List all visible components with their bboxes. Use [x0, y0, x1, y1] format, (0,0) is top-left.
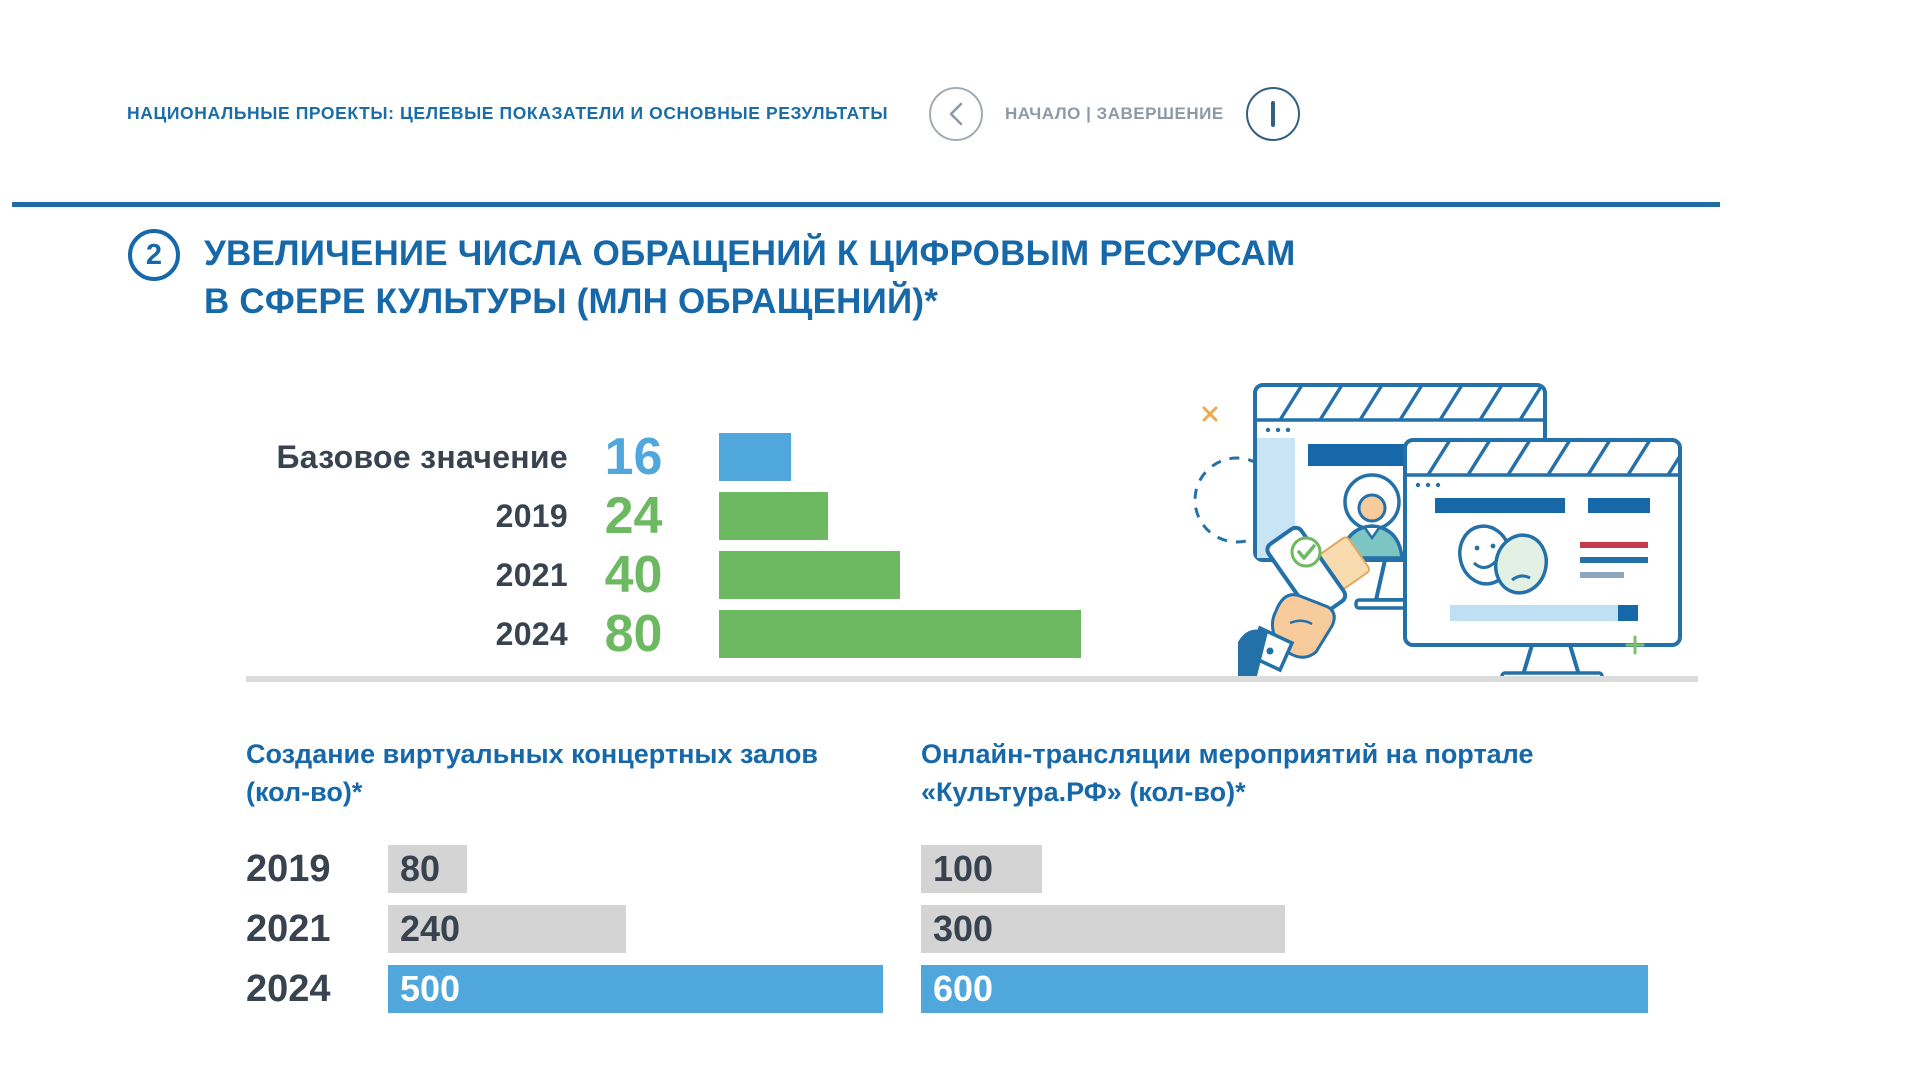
online-broadcasts-title-line1: Онлайн-трансляции мероприятий на портале	[921, 739, 1534, 769]
section-title-line2: В СФЕРЕ КУЛЬТУРЫ (МЛН ОБРАЩЕНИЙ)*	[204, 282, 939, 321]
chart-bar: 600	[921, 965, 1648, 1013]
online-broadcasts-title: Онлайн-трансляции мероприятий на портале…	[921, 735, 1648, 811]
chart-category-label: 2024	[246, 967, 331, 1010]
virtual-halls-title-line2: (кол-во)*	[246, 777, 363, 807]
nav-label: НАЧАЛО | ЗАВЕРШЕНИЕ	[1005, 104, 1224, 123]
chart-category-label: 2019	[246, 847, 331, 890]
chart-value: 240	[400, 908, 461, 949]
chart-value: 600	[933, 968, 994, 1009]
chart-row: 2021 240	[246, 905, 883, 953]
chart-bar: 300	[921, 905, 1285, 953]
chart-bar	[719, 492, 828, 540]
chart-category-label: 2024	[495, 615, 568, 652]
plus-mark-icon	[1625, 635, 1645, 655]
monitor-masks-icon	[1403, 438, 1682, 680]
section-title: УВЕЛИЧЕНИЕ ЧИСЛА ОБРАЩЕНИЙ К ЦИФРОВЫМ РЕ…	[204, 230, 1296, 326]
theatre-masks-icon	[1458, 524, 1549, 595]
chart-row: 2019 24	[246, 487, 1081, 545]
chart-value: 16	[604, 428, 663, 486]
chart-category-label: 2021	[246, 907, 331, 950]
virtual-halls-title-line1: Создание виртуальных концертных залов	[246, 739, 818, 769]
section-number-badge: 2	[128, 229, 180, 281]
nav-forward-button[interactable]	[1245, 87, 1300, 141]
vertical-bar-icon	[1270, 101, 1275, 127]
main-bar-chart: Базовое значение 16 2019 24 2021 40 2024 80	[246, 428, 1081, 669]
slide-navigation: НАЧАЛО | ЗАВЕРШЕНИЕ	[929, 87, 1300, 141]
chart-category-label: 2021	[495, 556, 568, 593]
hand-phone-icon	[1238, 525, 1371, 680]
section-title-line1: УВЕЛИЧЕНИЕ ЧИСЛА ОБРАЩЕНИЙ К ЦИФРОВЫМ РЕ…	[204, 234, 1296, 273]
chart-value: 40	[604, 546, 663, 604]
chart-bar: 240	[388, 905, 626, 953]
online-broadcasts-title-line2: «Культура.РФ» (кол-во)*	[921, 777, 1246, 807]
digital-culture-illustration	[1193, 383, 1682, 680]
chart-category-label: Базовое значение	[276, 438, 568, 475]
nav-back-button[interactable]	[929, 87, 983, 141]
chart-value: 24	[604, 487, 663, 545]
online-broadcasts-bar-chart: 100 300 600	[921, 845, 1648, 1013]
chart-row: 100	[921, 845, 1648, 893]
chart-bar	[719, 610, 1081, 658]
chart-value: 100	[933, 848, 994, 889]
virtual-halls-title: Создание виртуальных концертных залов (к…	[246, 735, 883, 811]
chart-row: 2024 80	[246, 605, 1081, 663]
chart-bar: 500	[388, 965, 883, 1013]
chart-value: 80	[400, 848, 441, 889]
chart-bar: 100	[921, 845, 1042, 893]
chart-bar: 80	[388, 845, 467, 893]
chart-bar	[719, 433, 791, 481]
online-broadcasts-section: Онлайн-трансляции мероприятий на портале…	[921, 735, 1648, 1025]
chart-bar	[719, 551, 900, 599]
chevron-left-icon	[949, 102, 963, 126]
section-divider	[246, 676, 1698, 682]
chart-row: 600	[921, 965, 1648, 1013]
chart-row: Базовое значение 16	[246, 428, 1081, 486]
chart-row: 2024 500	[246, 965, 883, 1013]
x-mark-icon	[1202, 406, 1218, 422]
virtual-halls-section: Создание виртуальных концертных залов (к…	[246, 735, 883, 1025]
chart-value: 500	[400, 968, 461, 1009]
chart-row: 2019 80	[246, 845, 883, 893]
header-divider	[12, 202, 1720, 207]
chart-value: 80	[604, 605, 663, 663]
chart-value: 300	[933, 908, 994, 949]
chart-category-label: 2019	[495, 497, 568, 534]
chart-row: 300	[921, 905, 1648, 953]
page-title: НАЦИОНАЛЬНЫЕ ПРОЕКТЫ: ЦЕЛЕВЫЕ ПОКАЗАТЕЛИ…	[127, 103, 889, 123]
virtual-halls-bar-chart: 2019 80 2021 240 2024 500	[246, 845, 883, 1013]
chart-row: 2021 40	[246, 546, 1081, 604]
